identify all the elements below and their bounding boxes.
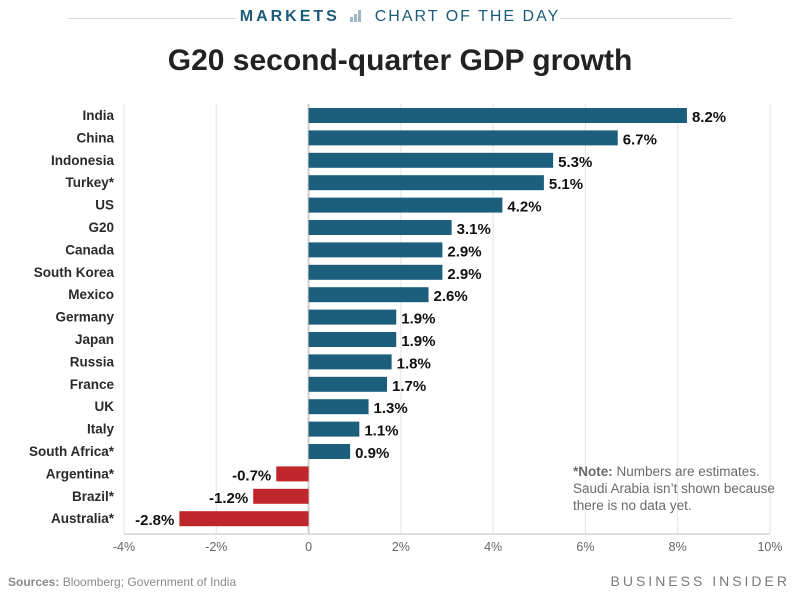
bar — [276, 466, 309, 482]
note-text: Numbers are estimates. Saudi Arabia isn’… — [573, 464, 775, 513]
category-label: UK — [95, 399, 115, 414]
sources-text: Bloomberg; Government of India — [59, 575, 237, 589]
sources: Sources: Bloomberg; Government of India — [8, 575, 236, 589]
category-label: Turkey* — [65, 175, 114, 190]
header-brand: MARKETS — [239, 8, 340, 25]
bar — [253, 488, 309, 504]
bar — [308, 376, 388, 392]
value-label: 5.3% — [558, 154, 592, 171]
category-label: Australia* — [51, 511, 115, 526]
category-label: Indonesia — [51, 153, 115, 168]
bar — [308, 175, 544, 191]
category-label: Germany — [55, 310, 114, 325]
bar — [308, 197, 503, 213]
x-tick-label: 10% — [757, 540, 782, 554]
value-label: 4.2% — [507, 199, 541, 216]
value-label: -1.2% — [209, 490, 248, 507]
category-labels: India China Indonesia Turkey* US G20 Canada Sou… — [29, 108, 115, 526]
category-label: South Korea — [34, 265, 115, 280]
bar — [308, 287, 429, 303]
bar — [308, 444, 351, 459]
x-tick-label: 8% — [669, 540, 687, 554]
value-label: 1.9% — [401, 311, 435, 328]
category-label: Russia — [70, 354, 115, 369]
value-label: 2.9% — [447, 243, 481, 260]
category-label: Japan — [75, 332, 114, 347]
x-tick-label: -4% — [113, 540, 135, 554]
header-rule-left — [68, 18, 236, 19]
x-tick-label: 0 — [305, 540, 312, 554]
bar — [308, 264, 443, 280]
category-label: G20 — [88, 220, 114, 235]
header-section: CHART OF THE DAY — [374, 8, 561, 25]
value-label: 0.9% — [355, 445, 389, 462]
value-label: 1.8% — [397, 355, 431, 372]
bar — [308, 108, 687, 123]
x-tick-label: -2% — [205, 540, 227, 554]
note-label: *Note: — [573, 464, 613, 479]
bar — [308, 399, 369, 415]
bar — [308, 220, 452, 235]
value-label: 2.9% — [447, 266, 481, 283]
bars — [179, 108, 687, 527]
value-label: 1.1% — [364, 423, 398, 440]
value-label: -0.7% — [232, 467, 271, 484]
category-label: France — [70, 377, 115, 392]
x-tick-label: 2% — [392, 540, 410, 554]
category-label: Italy — [87, 422, 115, 437]
category-label: Canada — [65, 242, 114, 257]
bar — [308, 152, 554, 168]
category-label: Mexico — [68, 287, 114, 302]
bar-chart-icon — [350, 10, 362, 22]
publisher-logo: BUSINESS INSIDER — [610, 573, 790, 589]
bar — [308, 332, 397, 347]
bar — [308, 421, 360, 437]
category-label: US — [95, 198, 114, 213]
bar — [308, 309, 397, 325]
value-label: 5.1% — [549, 176, 583, 193]
category-label: Argentina* — [46, 466, 115, 481]
category-label: India — [82, 108, 114, 123]
chart-header: MARKETS CHART OF THE DAY — [0, 8, 800, 28]
bar — [308, 354, 392, 370]
bar — [308, 242, 443, 258]
x-axis-ticks: -4% -2% 0 2% 4% 6% 8% 10% — [113, 540, 783, 554]
value-label: -2.8% — [135, 512, 174, 529]
category-label: Brazil* — [72, 489, 115, 504]
x-tick-label: 6% — [576, 540, 594, 554]
value-label: 6.7% — [623, 131, 657, 148]
sources-label: Sources: — [8, 575, 60, 589]
category-label: China — [76, 130, 114, 145]
value-labels: 8.2% 6.7% 5.3% 5.1% 4.2% 3.1% 2.9% 2.9% 2.6% 1.9%… — [135, 109, 726, 529]
category-label: South Africa* — [29, 444, 115, 459]
value-label: 1.7% — [392, 378, 426, 395]
value-label: 1.9% — [401, 333, 435, 350]
header-rule-right — [560, 18, 732, 19]
header-text: MARKETS CHART OF THE DAY — [0, 8, 800, 26]
value-label: 2.6% — [434, 288, 468, 305]
chart-title: G20 second-quarter GDP growth — [167, 44, 633, 77]
x-tick-label: 4% — [484, 540, 502, 554]
value-label: 3.1% — [457, 221, 491, 238]
bar — [179, 511, 309, 527]
chart-note: *Note: Numbers are estimates. Saudi Arab… — [573, 463, 793, 514]
bar — [308, 130, 618, 146]
value-label: 1.3% — [374, 400, 408, 417]
value-label: 8.2% — [692, 109, 726, 126]
